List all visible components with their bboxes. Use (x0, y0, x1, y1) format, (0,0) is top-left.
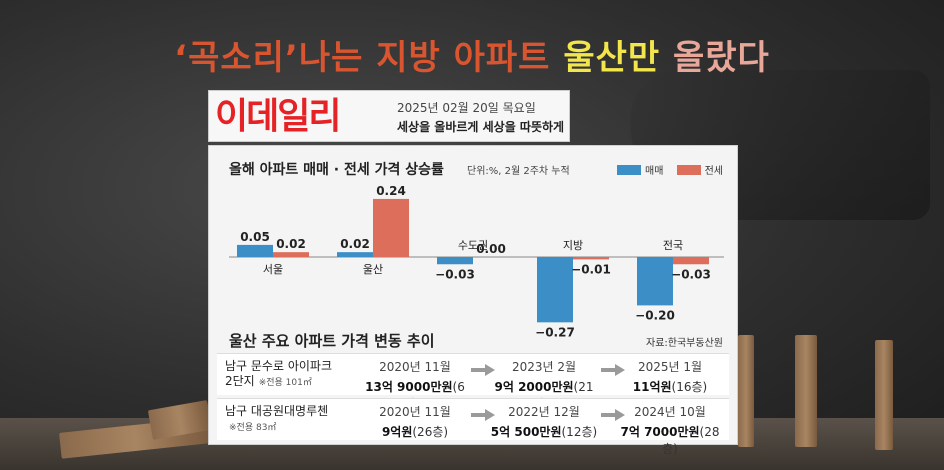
legend-item-sale: 매매 (617, 162, 663, 177)
category-label: 지방 (563, 239, 583, 252)
bar-sale (437, 257, 473, 265)
category-label: 서울 (263, 263, 283, 276)
apartment-name-line2: 2단지 (225, 374, 255, 388)
bar-value-label: 0.05 (240, 230, 270, 244)
slogan: 세상을 올바르게 세상을 따뜻하게 (397, 120, 565, 134)
bar-sale (337, 252, 373, 257)
price-date: 2020년 11월 (379, 405, 451, 419)
bar-jeonse (273, 252, 309, 257)
trend-row: 남구 대공원대명루첸 ※전용 83㎡ 2020년 11월 9억원(26층) 20… (217, 398, 729, 456)
bar-value-label: −0.27 (535, 325, 575, 339)
price-amount: 9억원 (381, 425, 413, 439)
legend-swatch-jeonse (676, 165, 701, 175)
price-date: 2020년 11월 (379, 360, 451, 374)
price-date: 2022년 12월 (508, 405, 580, 419)
bar-value-label: 0.24 (376, 184, 406, 198)
price-date: 2023년 2월 (511, 360, 577, 374)
chart-source: 자료:한국부동산원 (646, 338, 723, 349)
bar-value-label: −0.20 (635, 308, 675, 322)
trend-row: 남구 문수로 아이파크 2단지 ※전용 101㎡ 2020년 11월 13억 90… (217, 353, 729, 411)
bar-jeonse (373, 198, 409, 257)
price-value: 9억원(26층) (365, 423, 465, 440)
arrow-right-icon (601, 409, 625, 421)
domino-block (875, 340, 893, 450)
masthead: 이데일리 2025년 02월 20일 목요일 세상을 올바르게 세상을 따뜻하게 (208, 90, 570, 142)
apartment-name-line1: 남구 대공원대명루첸 (225, 404, 329, 418)
price-amount: 5억 500만원 (490, 425, 562, 439)
price-point: 2020년 11월 9억원(26층) (365, 403, 465, 440)
price-date: 2025년 1월 (637, 360, 703, 374)
bar-value-label: 0.02 (340, 237, 370, 251)
price-point: 2024년 10월 7억 7000만원(28층) (615, 403, 725, 457)
price-floor: (28층) (662, 425, 720, 456)
headline-highlight: 울산만 (563, 38, 661, 78)
arrow-right-icon (601, 364, 625, 376)
price-floor: (12층) (561, 425, 598, 439)
bar-value-label: 0.00 (476, 242, 506, 256)
bar-sale (637, 257, 673, 306)
price-floor: (16층) (671, 380, 708, 394)
apartment-name: 남구 대공원대명루첸 ※전용 83㎡ (225, 404, 328, 436)
price-value: 7억 7000만원(28층) (615, 423, 725, 457)
bar-sale (237, 244, 273, 257)
chart-title: 올해 아파트 매매 · 전세 가격 상승률 (229, 162, 444, 178)
newspaper-logo: 이데일리 (215, 96, 341, 137)
arrow-right-icon (471, 364, 495, 376)
price-date: 2024년 10월 (634, 405, 706, 419)
legend-item-jeonse: 전세 (676, 162, 723, 177)
bar-value-label: −0.01 (571, 262, 611, 276)
headline-part3: 올랐다 (660, 38, 770, 78)
legend-label-jeonse: 전세 (704, 166, 723, 177)
headline: ‘곡소리’나는 지방 아파트 울산만 올랐다 (0, 30, 944, 79)
price-point: 2025년 1월 11억원(16층) (615, 358, 725, 395)
apartment-name: 남구 문수로 아이파크 2단지 ※전용 101㎡ (225, 359, 332, 391)
bar-sale (537, 257, 573, 323)
price-amount: 11억원 (632, 380, 672, 394)
price-amount: 9억 2000만원 (494, 380, 574, 394)
chart-legend: 매매 전세 (617, 162, 733, 177)
legend-label-sale: 매매 (645, 166, 664, 177)
price-amount: 7억 7000만원 (620, 425, 700, 439)
bar-value-label: −0.03 (671, 267, 711, 281)
arrow-right-icon (471, 409, 495, 421)
price-value: 5억 500만원(12층) (489, 423, 599, 440)
price-value: 11억원(16층) (615, 378, 725, 395)
category-label: 울산 (363, 263, 383, 276)
infographic-card: 올해 아파트 매매 · 전세 가격 상승률 단위:%, 2월 2주차 누적 매매… (208, 145, 738, 456)
area-note: ※전용 83㎡ (229, 423, 277, 433)
category-label: 전국 (663, 239, 683, 252)
bar-jeonse (573, 257, 609, 260)
apartment-name-line1: 남구 문수로 아이파크 (225, 359, 332, 373)
price-amount: 13억 9000만원 (365, 380, 453, 394)
price-floor: (26층) (412, 425, 449, 439)
domino-block (795, 335, 817, 447)
legend-swatch-sale (617, 165, 641, 175)
trend-title: 울산 주요 아파트 가격 변동 추이 (229, 332, 435, 350)
domino-block (738, 335, 754, 447)
area-note: ※전용 101㎡ (258, 378, 312, 388)
bar-jeonse (673, 257, 709, 265)
chart-unit-note: 단위:%, 2월 2주차 누적 (467, 166, 570, 177)
bar-value-label: −0.03 (435, 267, 475, 281)
price-point: 2022년 12월 5억 500만원(12층) (489, 403, 599, 440)
bar-value-label: 0.02 (276, 237, 306, 251)
category-label: 수도권 (458, 239, 488, 252)
headline-part1: ‘곡소리’나는 지방 아파트 (174, 38, 564, 78)
issue-date: 2025년 02월 20일 목요일 (397, 101, 536, 115)
